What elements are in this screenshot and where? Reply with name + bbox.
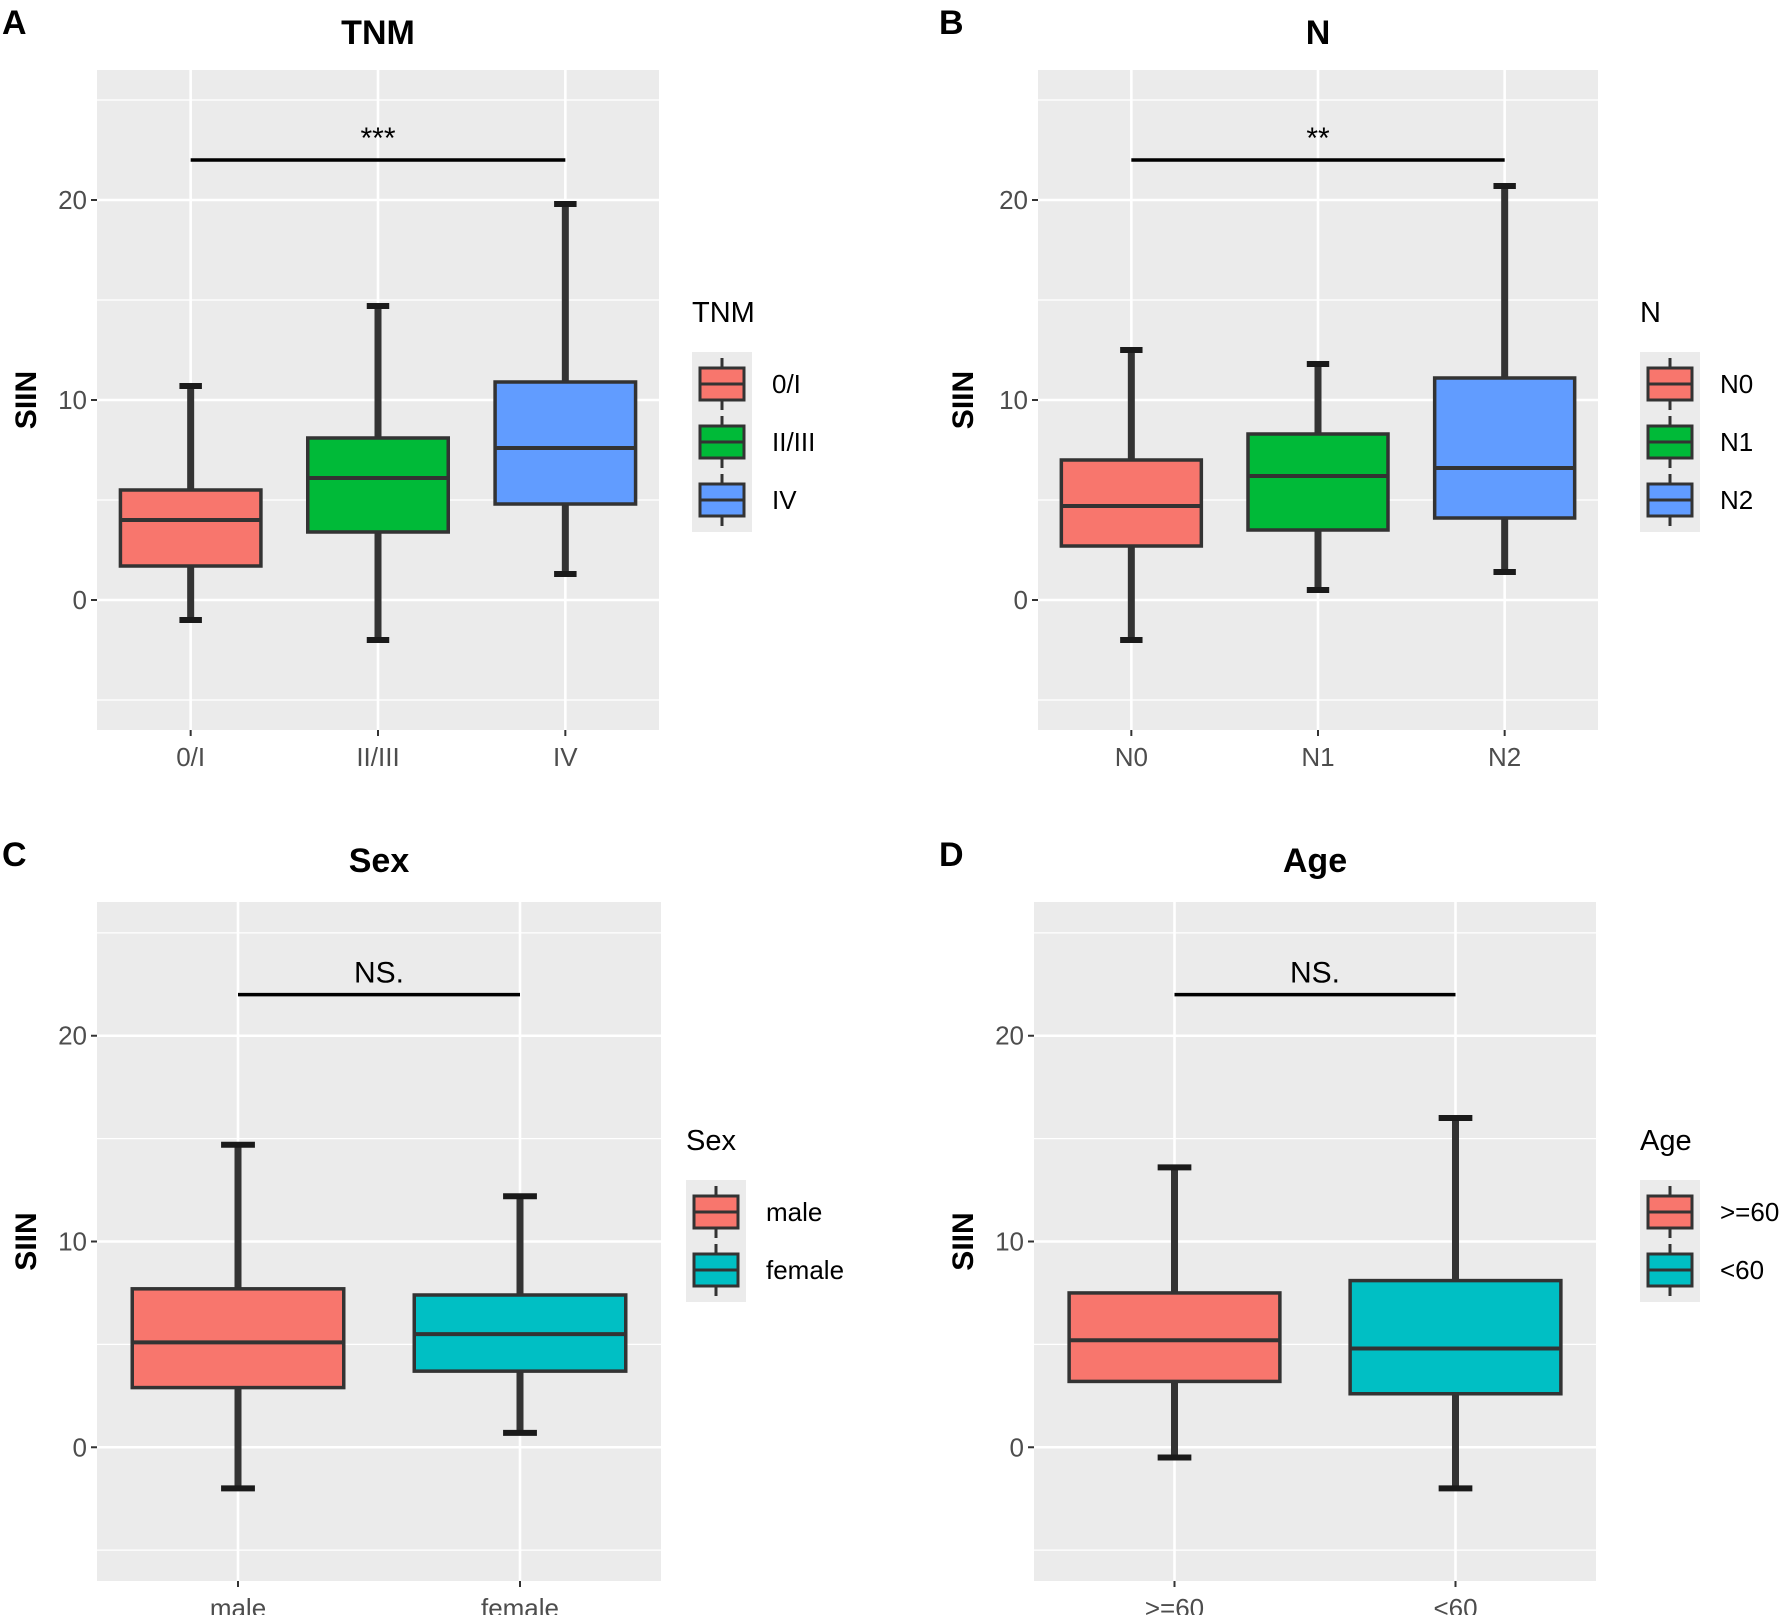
legend-label: N2: [1720, 485, 1753, 515]
box-iqr: [130, 1287, 346, 1390]
y-tick-label: 20: [58, 1021, 87, 1051]
y-tick-label: 10: [58, 1227, 87, 1257]
legend-title: N: [1640, 297, 1661, 329]
x-tick-label: N2: [1488, 742, 1521, 772]
x-tick-label: II/III: [356, 742, 399, 772]
legend-label: female: [766, 1255, 844, 1285]
panel-d: D Age 0 10 20 >=60 <60 SIIN NS. Age >=60 <60: [939, 836, 1779, 1615]
chart-title: Sex: [349, 842, 410, 880]
box-male: [130, 1141, 346, 1492]
y-tick-label: 10: [999, 385, 1028, 415]
significance-label: ***: [360, 122, 395, 155]
box-<60: [1348, 1115, 1563, 1492]
box-iqr: [1432, 376, 1577, 520]
x-tick-label: <60: [1433, 1593, 1477, 1615]
box-iqr: [306, 436, 450, 534]
box-iqr: [1059, 458, 1204, 548]
legend-label: IV: [772, 485, 797, 515]
y-tick-label: 0: [73, 1432, 87, 1462]
y-axis-label: SIIN: [947, 371, 980, 429]
box->=60: [1067, 1164, 1282, 1461]
y-axis-label: SIIN: [947, 1212, 980, 1270]
x-tick-label: female: [481, 1593, 559, 1615]
panel-letter: A: [2, 4, 27, 42]
significance-label: NS.: [1290, 957, 1340, 990]
legend-title: Sex: [686, 1125, 736, 1157]
box-N2: [1432, 183, 1577, 575]
legend: Sex male female: [686, 1125, 844, 1302]
legend-label: <60: [1720, 1255, 1764, 1285]
y-tick-label: 0: [73, 585, 87, 615]
box-0/I: [118, 383, 263, 623]
box-iqr: [1348, 1278, 1563, 1396]
box-IV: [493, 201, 638, 577]
x-tick-label: >=60: [1145, 1593, 1204, 1615]
y-tick-label: 20: [995, 1021, 1024, 1051]
legend-label: II/III: [772, 427, 815, 457]
x-tick-label: male: [210, 1593, 266, 1615]
legend-label: N1: [1720, 427, 1753, 457]
box-iqr: [1067, 1291, 1282, 1384]
y-tick-label: 10: [58, 385, 87, 415]
box-N1: [1246, 361, 1390, 593]
legend: TNM 0/I II/III IV: [692, 297, 815, 532]
chart-title: N: [1306, 14, 1331, 52]
y-tick-label: 10: [995, 1227, 1024, 1257]
box-iqr: [493, 380, 638, 506]
legend: Age >=60 <60: [1640, 1125, 1779, 1302]
x-tick-label: N1: [1301, 742, 1334, 772]
box-II/III: [306, 303, 450, 643]
x-tick-label: N0: [1115, 742, 1148, 772]
box-iqr: [1246, 432, 1390, 532]
box-iqr: [118, 488, 263, 568]
panel-c: C Sex 0 10 20 male female SIIN NS. Sex male female: [2, 836, 844, 1615]
significance-label: **: [1306, 122, 1330, 155]
panel-a: A TNM 0 10 20 0/I II/III IV SIIN *** TNM 0/I II/III I…: [2, 4, 815, 772]
y-tick-label: 20: [999, 185, 1028, 215]
legend-title: Age: [1640, 1125, 1692, 1157]
chart-title: TNM: [341, 14, 415, 52]
panel-letter: C: [2, 836, 27, 874]
legend-label: >=60: [1720, 1197, 1779, 1227]
y-tick-label: 20: [58, 185, 87, 215]
legend-label: male: [766, 1197, 822, 1227]
box-female: [412, 1193, 628, 1436]
y-tick-label: 0: [1010, 1432, 1024, 1462]
x-tick-label: IV: [553, 742, 578, 772]
x-tick-label: 0/I: [176, 742, 205, 772]
y-tick-label: 0: [1014, 585, 1028, 615]
panel-letter: D: [939, 836, 964, 874]
box-N0: [1059, 347, 1204, 643]
panel-letter: B: [939, 4, 964, 42]
y-axis-label: SIIN: [10, 371, 43, 429]
legend-label: 0/I: [772, 369, 801, 399]
y-axis-label: SIIN: [10, 1212, 43, 1270]
significance-label: NS.: [354, 957, 404, 990]
legend-title: TNM: [692, 297, 755, 329]
chart-title: Age: [1283, 842, 1347, 880]
legend: N N0 N1 N2: [1640, 297, 1753, 532]
legend-label: N0: [1720, 369, 1753, 399]
